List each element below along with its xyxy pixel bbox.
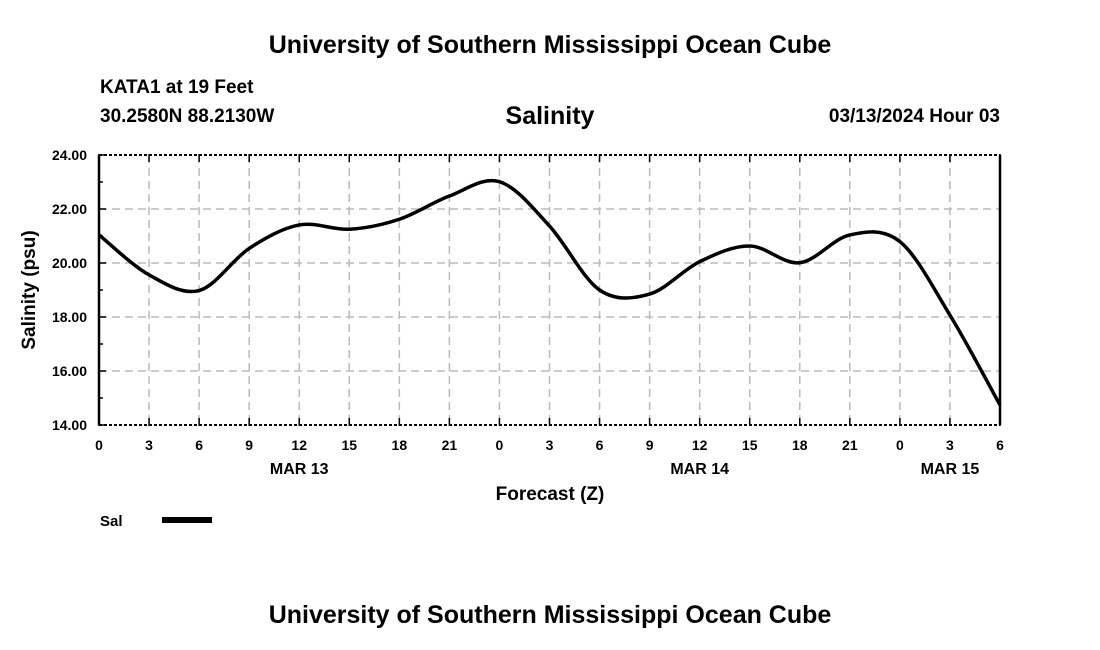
x-tick-label: 6 [195, 437, 203, 453]
x-axis-title: Forecast (Z) [496, 484, 605, 505]
x-tick-label: 15 [742, 437, 758, 453]
x-tick-label: 0 [95, 437, 103, 453]
x-tick-label: 15 [341, 437, 357, 453]
x-tick-label: 3 [546, 437, 554, 453]
y-tick-label: 24.00 [52, 147, 87, 163]
x-tick-label: 21 [842, 437, 858, 453]
forecast-date: 03/13/2024 Hour 03 [828, 106, 1000, 127]
y-tick-label: 20.00 [52, 255, 87, 271]
x-tick-label: 6 [596, 437, 604, 453]
day-label: MAR 13 [270, 461, 329, 478]
coordinates-label: 30.2580N 88.2130W [100, 106, 275, 127]
y-axis-title: Salinity (psu) [19, 230, 40, 349]
page-title: University of Southern Mississippi Ocean… [268, 31, 832, 59]
x-tick-label: 9 [245, 437, 253, 453]
y-tick-label: 16.00 [52, 363, 87, 379]
x-tick-label: 12 [692, 437, 708, 453]
x-tick-label: 12 [291, 437, 307, 453]
x-tick-label: 9 [646, 437, 654, 453]
x-tick-label: 3 [946, 437, 954, 453]
footer-title: University of Southern Mississippi Ocean… [268, 601, 832, 629]
x-tick-label: 3 [145, 437, 153, 453]
x-tick-label: 18 [392, 437, 408, 453]
day-label: MAR 15 [921, 461, 980, 478]
station-label: KATA1 at 19 Feet [100, 77, 254, 98]
x-tick-label: 18 [792, 437, 808, 453]
x-tick-label: 21 [442, 437, 458, 453]
series-line-sal [97, 178, 1002, 406]
y-tick-label: 18.00 [52, 309, 87, 325]
y-tick-label: 14.00 [52, 417, 87, 433]
y-tick-label: 22.00 [52, 201, 87, 217]
x-tick-label: 0 [896, 437, 904, 453]
chart-title: Salinity [505, 102, 595, 130]
x-tick-label: 6 [996, 437, 1004, 453]
legend-label: Sal [100, 513, 123, 530]
x-tick-label: 0 [496, 437, 504, 453]
day-label: MAR 14 [670, 461, 729, 478]
